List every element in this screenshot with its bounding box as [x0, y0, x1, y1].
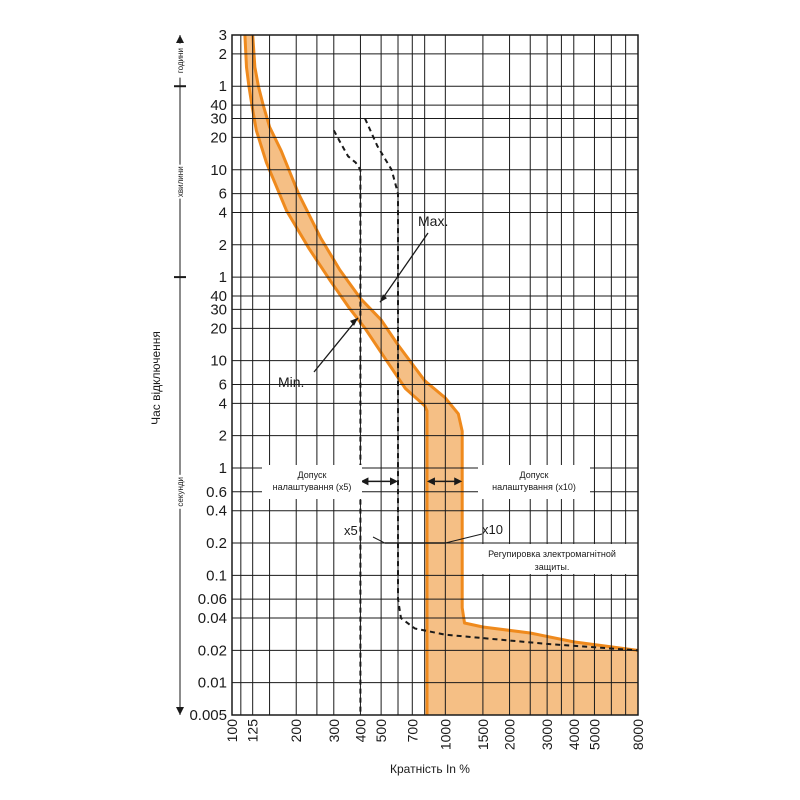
x10-leader	[445, 533, 483, 544]
x-tick-label: 125	[245, 719, 261, 743]
y-tick-label: 10	[210, 162, 227, 179]
y-tick-label: 1	[219, 460, 227, 477]
x-tick-label: 4000	[566, 719, 582, 750]
y-tick-label: 6	[219, 376, 227, 393]
time-axis-arrow-bottom	[176, 707, 184, 715]
y-tick-label: 0.01	[198, 675, 227, 692]
y-tick-label: 20	[210, 129, 227, 146]
y-tick-label: 0.6	[206, 484, 227, 501]
y-tick-label: 30	[210, 301, 227, 318]
y-tick-label: 30	[210, 111, 227, 128]
y-tick-label: 4	[219, 395, 227, 412]
x5-leader	[372, 536, 385, 544]
y-tick-label: 40	[210, 97, 227, 114]
time-unit-label: хвилини	[176, 166, 185, 197]
dashed-curve-1	[332, 129, 362, 715]
time-axis-arrow-top	[176, 35, 184, 43]
note-left-line1: Допуск	[298, 470, 327, 480]
time-unit-label: години	[176, 48, 185, 73]
x-tick-label: 2000	[502, 719, 518, 750]
x-tick-label: 100	[224, 719, 240, 743]
y-tick-label: 3	[219, 27, 227, 44]
max-label: Max.	[418, 213, 448, 229]
note-right-line1: Допуск	[520, 470, 549, 480]
dashed-curves	[332, 118, 639, 715]
note-right-line2: налаштування (x10)	[492, 482, 576, 492]
time-unit-gap	[174, 474, 186, 509]
x-tick-label: 700	[404, 719, 420, 743]
y-tick-label: 1	[219, 269, 227, 286]
y-tick-label: 1	[219, 78, 227, 95]
y-tick-label: 6	[219, 186, 227, 203]
max-leader	[379, 232, 429, 303]
max-curve	[251, 34, 639, 652]
min-leader	[313, 317, 359, 373]
x-tick-label: 1500	[475, 719, 491, 750]
tolerance-band	[243, 34, 639, 715]
x-tick-label: 400	[352, 719, 368, 743]
note-reg-line1: Регупировка злектромагнітной	[488, 549, 616, 559]
min-label: Min.	[278, 374, 304, 390]
y-tick-label: 0.005	[189, 707, 227, 724]
y-axis-title: Час відключення	[149, 331, 163, 425]
tolerance-band-fill	[244, 35, 638, 715]
y-tick-label: 4	[219, 204, 227, 221]
annotations	[313, 232, 483, 544]
tolerance-x10-arrow-head-left	[426, 477, 435, 486]
x-tick-label: 8000	[630, 719, 646, 750]
note-left-line2: налаштування (x5)	[273, 482, 352, 492]
dashed-curve-2	[364, 118, 639, 652]
note-box-regulation	[478, 544, 628, 574]
y-tick-label: 0.2	[206, 535, 227, 552]
y-tick-label: 0.04	[198, 610, 227, 627]
y-tick-label: 0.4	[206, 503, 227, 520]
tolerance-x5-arrow-head-right	[390, 477, 399, 486]
x10-label: x10	[482, 522, 503, 537]
x-tick-label: 300	[326, 719, 342, 743]
y-tick-label: 20	[210, 320, 227, 337]
y-tick-label: 2	[219, 428, 227, 445]
plot-frame	[231, 34, 639, 716]
time-unit-gap	[174, 43, 186, 78]
axes: 3214030201064214030201064210.60.40.20.10…	[174, 27, 646, 750]
y-tick-label: 0.02	[198, 642, 227, 659]
x-tick-label: 5000	[587, 719, 603, 750]
x-tick-label: 3000	[539, 719, 555, 750]
x-tick-label: 1000	[437, 719, 453, 750]
max-leader-head	[380, 294, 387, 303]
note-box-left	[262, 465, 362, 499]
x-axis-title: Кратність In %	[390, 762, 470, 776]
tolerance-x10-arrow-head-right	[454, 477, 463, 486]
x-tick-label: 500	[373, 719, 389, 743]
note-box-right	[478, 465, 590, 499]
note-reg-line2: защиты.	[535, 562, 570, 572]
y-tick-label: 2	[219, 237, 227, 254]
x-tick-label: 200	[288, 719, 304, 743]
y-tick-label: 40	[210, 288, 227, 305]
x5-label: x5	[344, 523, 358, 538]
min-curve	[243, 34, 429, 715]
min-leader-head	[350, 317, 358, 326]
time-unit-gap	[174, 164, 186, 199]
y-tick-label: 10	[210, 353, 227, 370]
y-tick-label: 0.1	[206, 567, 227, 584]
time-unit-label: секунди	[176, 477, 185, 507]
tolerance-x5-arrow-head-left	[360, 477, 369, 486]
y-tick-label: 0.06	[198, 591, 227, 608]
y-tick-label: 2	[219, 46, 227, 63]
